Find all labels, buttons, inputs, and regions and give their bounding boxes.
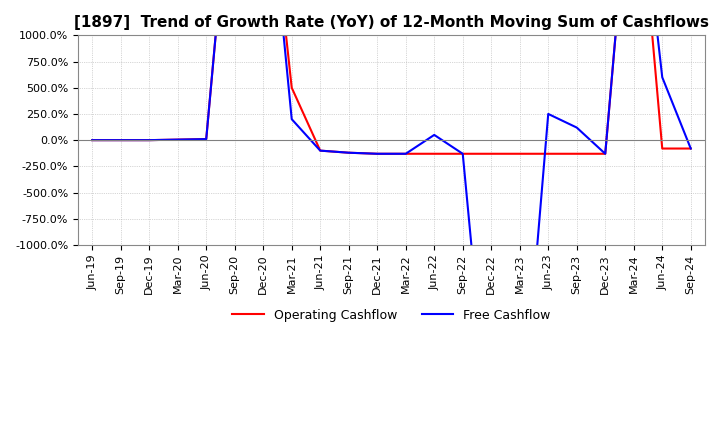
Operating Cashflow bbox=[402, 151, 410, 156]
Operating Cashflow bbox=[686, 146, 695, 151]
Title: [1897]  Trend of Growth Rate (YoY) of 12-Month Moving Sum of Cashflows: [1897] Trend of Growth Rate (YoY) of 12-… bbox=[74, 15, 709, 30]
Free Cashflow bbox=[459, 151, 467, 156]
Operating Cashflow bbox=[487, 151, 495, 156]
Free Cashflow bbox=[117, 138, 125, 143]
Operating Cashflow bbox=[287, 85, 296, 90]
Operating Cashflow bbox=[544, 151, 552, 156]
Free Cashflow bbox=[402, 151, 410, 156]
Operating Cashflow bbox=[516, 151, 524, 156]
Operating Cashflow bbox=[202, 136, 210, 142]
Operating Cashflow bbox=[459, 151, 467, 156]
Operating Cashflow bbox=[658, 146, 667, 151]
Free Cashflow bbox=[202, 136, 210, 142]
Operating Cashflow bbox=[373, 151, 382, 156]
Operating Cashflow bbox=[344, 150, 353, 155]
Operating Cashflow bbox=[174, 137, 182, 142]
Free Cashflow bbox=[287, 117, 296, 122]
Free Cashflow bbox=[430, 132, 438, 138]
Free Cashflow bbox=[572, 125, 581, 130]
Operating Cashflow bbox=[572, 151, 581, 156]
Free Cashflow bbox=[316, 148, 325, 153]
Line: Free Cashflow: Free Cashflow bbox=[92, 0, 690, 440]
Legend: Operating Cashflow, Free Cashflow: Operating Cashflow, Free Cashflow bbox=[228, 304, 556, 327]
Free Cashflow bbox=[544, 111, 552, 117]
Free Cashflow bbox=[88, 138, 96, 143]
Operating Cashflow bbox=[601, 151, 610, 156]
Line: Operating Cashflow: Operating Cashflow bbox=[92, 0, 690, 154]
Free Cashflow bbox=[686, 146, 695, 151]
Free Cashflow bbox=[601, 151, 610, 156]
Free Cashflow bbox=[658, 75, 667, 80]
Free Cashflow bbox=[174, 137, 182, 142]
Operating Cashflow bbox=[145, 138, 153, 143]
Operating Cashflow bbox=[430, 151, 438, 156]
Operating Cashflow bbox=[117, 138, 125, 143]
Free Cashflow bbox=[145, 138, 153, 143]
Operating Cashflow bbox=[316, 148, 325, 153]
Operating Cashflow bbox=[88, 138, 96, 143]
Free Cashflow bbox=[344, 150, 353, 155]
Free Cashflow bbox=[373, 151, 382, 156]
